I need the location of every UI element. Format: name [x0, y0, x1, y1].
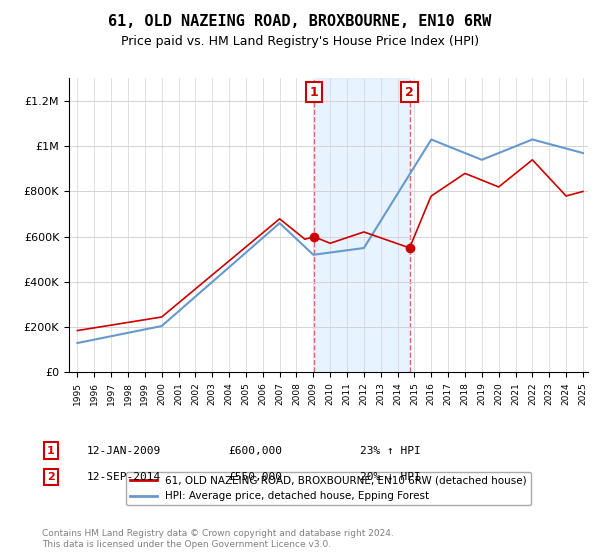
Text: £550,000: £550,000 [228, 472, 282, 482]
Text: 1: 1 [47, 446, 55, 456]
Text: Contains HM Land Registry data © Crown copyright and database right 2024.
This d: Contains HM Land Registry data © Crown c… [42, 529, 394, 549]
Text: 12-JAN-2009: 12-JAN-2009 [87, 446, 161, 456]
Text: 23% ↑ HPI: 23% ↑ HPI [360, 446, 421, 456]
Text: £600,000: £600,000 [228, 446, 282, 456]
Text: 61, OLD NAZEING ROAD, BROXBOURNE, EN10 6RW: 61, OLD NAZEING ROAD, BROXBOURNE, EN10 6… [109, 14, 491, 29]
Text: 2: 2 [47, 472, 55, 482]
Legend: 61, OLD NAZEING ROAD, BROXBOURNE, EN10 6RW (detached house), HPI: Average price,: 61, OLD NAZEING ROAD, BROXBOURNE, EN10 6… [127, 472, 530, 505]
Text: 12-SEP-2014: 12-SEP-2014 [87, 472, 161, 482]
Text: 20% ↓ HPI: 20% ↓ HPI [360, 472, 421, 482]
Text: Price paid vs. HM Land Registry's House Price Index (HPI): Price paid vs. HM Land Registry's House … [121, 35, 479, 48]
Text: 2: 2 [405, 86, 414, 99]
Text: 1: 1 [310, 86, 319, 99]
